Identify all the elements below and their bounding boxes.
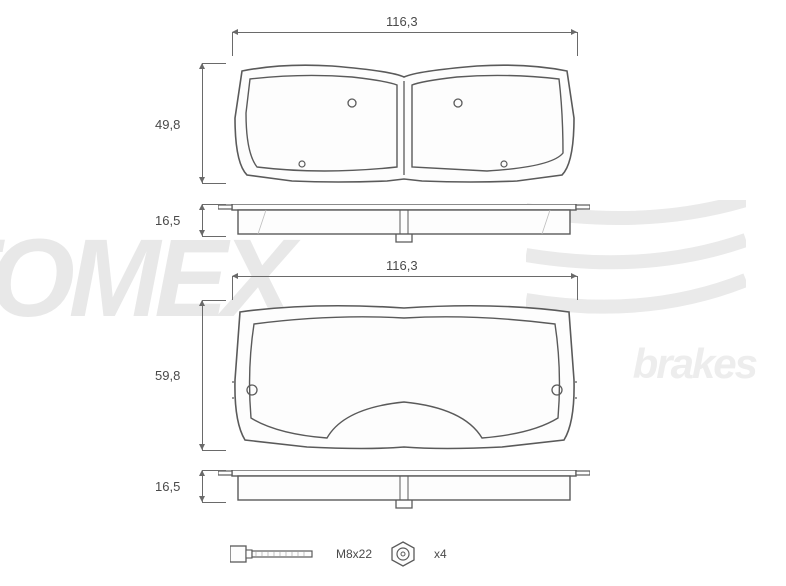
dim-line-2 [202,204,203,236]
dim-label-1: 49,8 [155,117,180,132]
dim-line-1 [202,63,203,183]
dim-label-5: 16,5 [155,479,180,494]
watermark-sub: brakes [633,340,756,388]
dim-label-4: 59,8 [155,368,180,383]
bolt-row: M8x22 x4 [230,540,447,568]
bolt-qty-label: x4 [434,547,447,561]
dim-line-0 [232,32,577,33]
dim-label-0: 116,3 [386,14,418,29]
pad-bottom-side [218,470,590,510]
pad-bottom-face [232,300,577,450]
dim-line-3 [232,276,577,277]
dim-label-3: 116,3 [386,258,418,273]
dim-line-4 [202,300,203,450]
bolt-head-icon [390,541,416,567]
pad-top-face [232,63,577,183]
pad-top-side [218,204,590,244]
dim-label-2: 16,5 [155,213,180,228]
dim-line-5 [202,470,203,502]
bolt-spec-label: M8x22 [336,547,372,561]
bolt-side-icon [230,540,318,568]
